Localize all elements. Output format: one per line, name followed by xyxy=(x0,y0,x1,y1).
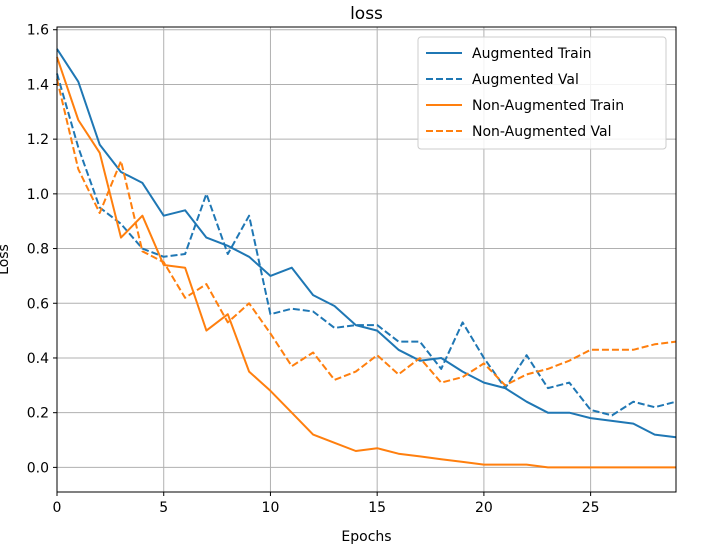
x-tick-label: 15 xyxy=(368,500,386,516)
y-tick-label: 0.2 xyxy=(27,406,49,422)
x-tick-label: 10 xyxy=(262,500,280,516)
legend-label: Augmented Train xyxy=(472,46,592,62)
x-tick-label: 5 xyxy=(159,500,168,516)
y-tick-label: 0.0 xyxy=(27,460,49,476)
y-tick-label: 1.2 xyxy=(27,132,49,148)
series-line-non-augmented-train xyxy=(56,56,676,469)
series-line-augmented-train xyxy=(56,48,677,439)
legend-label: Non-Augmented Train xyxy=(472,98,624,114)
chart-title: loss xyxy=(350,4,383,24)
legend-label: Augmented Val xyxy=(472,72,579,88)
x-tick-label: 0 xyxy=(53,500,62,516)
series-lines xyxy=(56,48,677,469)
x-tick-label: 20 xyxy=(475,500,493,516)
legend: Augmented Train Augmented Val Non-Augmente… xyxy=(417,36,667,150)
y-tick-label: 0.8 xyxy=(27,242,49,258)
legend-box xyxy=(417,36,667,150)
y-tick-label: 1.0 xyxy=(27,187,49,203)
plot-frame xyxy=(56,26,677,493)
series-line-non-augmented-val xyxy=(56,78,677,387)
x-tick-label: 25 xyxy=(582,500,600,516)
y-tick-label: 1.4 xyxy=(27,77,49,93)
y-axis-label: Loss xyxy=(0,244,12,275)
x-axis-ticks: 0 5 10 15 20 25 xyxy=(53,492,600,516)
y-axis-ticks: 0.0 0.2 0.4 0.6 0.8 1.0 1.2 1.4 1.6 xyxy=(27,23,57,476)
y-tick-label: 0.6 xyxy=(27,296,49,312)
x-axis-label: Epochs xyxy=(341,529,391,545)
y-tick-label: 1.6 xyxy=(27,23,49,39)
y-tick-label: 0.4 xyxy=(27,351,49,367)
legend-label: Non-Augmented Val xyxy=(472,124,612,140)
